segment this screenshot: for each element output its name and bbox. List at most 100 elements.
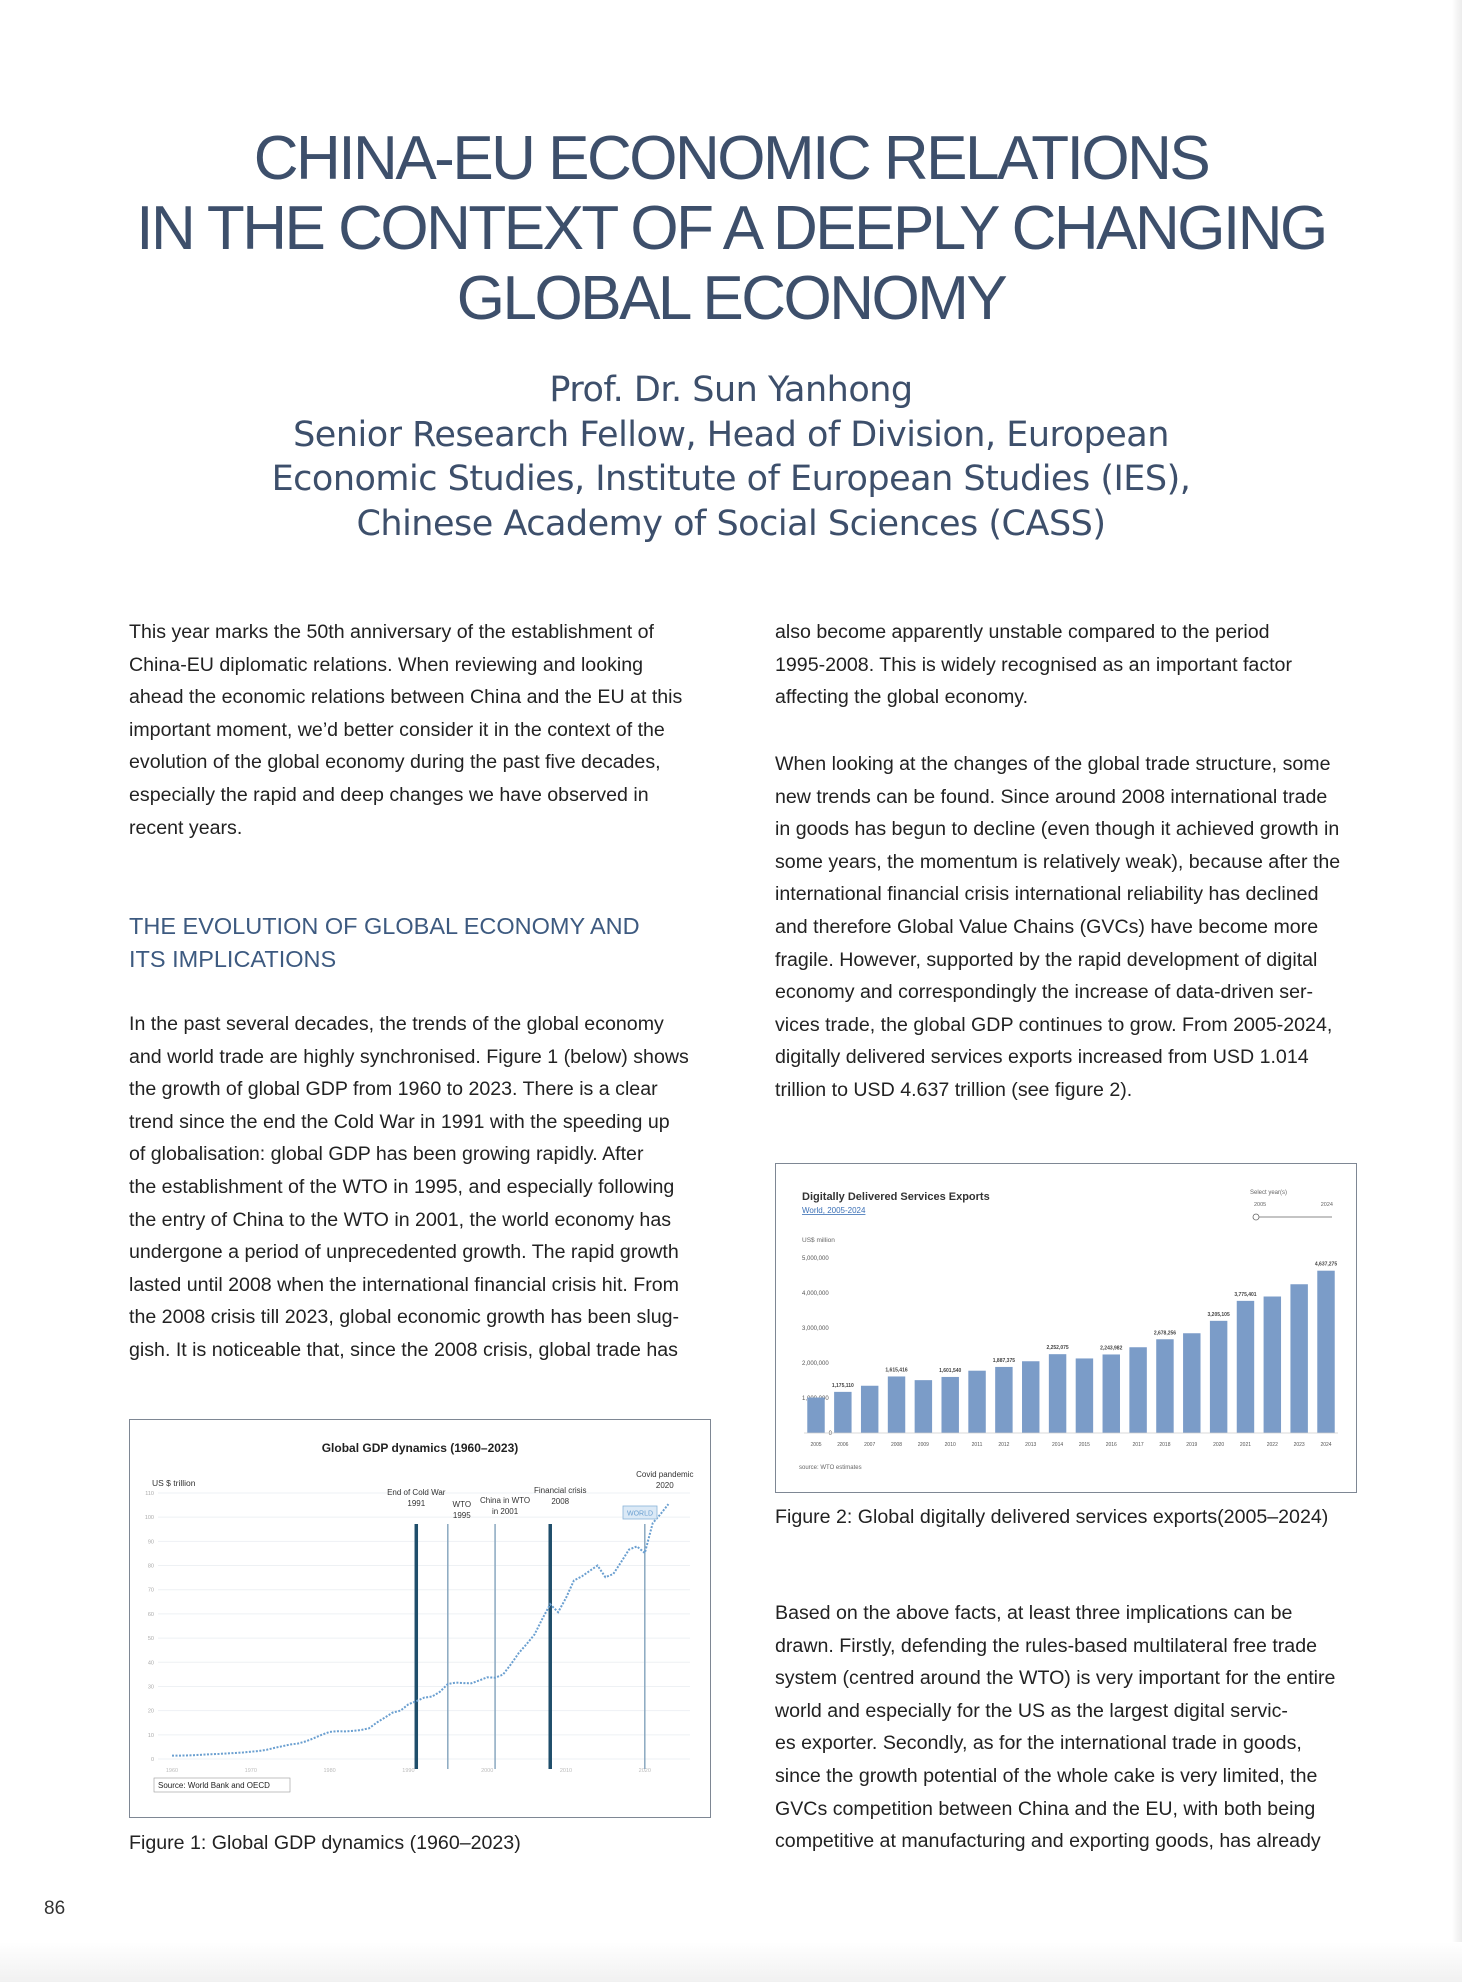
text-line: Prof. Dr. Sun Yanhong: [549, 370, 913, 410]
bar: [1209, 1320, 1228, 1433]
value-label: 1,615,416: [885, 1367, 907, 1373]
annotation: End of Cold War: [387, 1488, 446, 1497]
y-tick-label: 50: [148, 1636, 154, 1642]
bar: [834, 1391, 852, 1433]
bar: [914, 1380, 933, 1433]
source-box: [153, 1777, 291, 1793]
y-tick-label: 80: [148, 1564, 154, 1570]
paragraph: also become apparently unstable compared…: [775, 616, 1292, 714]
figure-caption: Figure 1: Global GDP dynamics (1960–2023…: [129, 1832, 521, 1854]
data-line: [172, 1503, 670, 1757]
bar: [1156, 1339, 1174, 1433]
bar: [995, 1366, 1013, 1433]
selector-to: 2024: [1321, 1202, 1333, 1208]
bar: [1317, 1270, 1335, 1433]
chart-subtitle: World, 2005-2024: [802, 1206, 866, 1215]
text-line: and therefore Global Value Chains (GVCs)…: [775, 915, 1319, 938]
value-label: 2,243,982: [1100, 1345, 1122, 1351]
bar: [1102, 1354, 1120, 1433]
x-tick-label: 2023: [1294, 1442, 1305, 1448]
legend-box: [622, 1505, 658, 1520]
x-tick-label: 2010: [560, 1768, 572, 1774]
text-line: and world trade are highly synchronised.…: [129, 1045, 689, 1068]
text-line: the establishment of the WTO in 1995, an…: [129, 1175, 675, 1198]
value-label: 1,601,540: [939, 1368, 961, 1374]
text-line: evolution of the global economy during t…: [129, 751, 661, 774]
text-line: Based on the above facts, at least three…: [775, 1602, 1293, 1624]
annotation: 2020: [656, 1481, 674, 1490]
x-tick-label: 2012: [998, 1442, 1009, 1448]
source: source: WTO estimates: [799, 1465, 862, 1471]
annotation: WTO: [453, 1500, 472, 1509]
bar: [807, 1397, 825, 1433]
text-line: system (centred around the WTO) is very …: [775, 1667, 1336, 1690]
bar: [1048, 1354, 1067, 1433]
x-tick-label: 2015: [1079, 1442, 1090, 1448]
text-line: especially the rapid and deep changes we…: [129, 783, 649, 806]
x-tick-label: 1980: [323, 1768, 335, 1774]
text-line: competitive at manufacturing and exporti…: [775, 1830, 1321, 1853]
text-line: also become apparently unstable compared…: [775, 621, 1270, 643]
chart-title: Digitally Delivered Services Exports: [802, 1191, 990, 1203]
text-line: GLOBAL ECONOMY: [456, 264, 1008, 333]
text-line: since the growth potential of the whole …: [775, 1764, 1318, 1787]
x-tick-label: 2008: [891, 1442, 902, 1448]
legend-label: WORLD: [627, 1511, 653, 1518]
x-tick-label: 2020: [639, 1768, 651, 1774]
text-line: new trends can be found. Since around 20…: [775, 785, 1328, 808]
y-tick-label: 110: [145, 1491, 154, 1497]
bar: [1263, 1296, 1282, 1433]
y-tick-label: 10: [148, 1733, 154, 1739]
text-line: IN THE CONTEXT OF A DEEPLY CHANGING: [136, 194, 1328, 263]
y-tick-label: 30: [148, 1684, 154, 1690]
text-line: Chinese Academy of Social Sciences (CASS…: [356, 503, 1106, 544]
bar: [1022, 1361, 1040, 1433]
source: Source: World Bank and OECD: [158, 1781, 270, 1790]
bar: [860, 1385, 879, 1433]
value-label: 1,175,110: [832, 1383, 854, 1389]
x-tick-label: 2011: [972, 1442, 983, 1448]
section-heading: THE EVOLUTION OF GLOBAL ECONOMY AND ITS I…: [129, 910, 640, 975]
title: CHINA-EU ECONOMIC RELATIONS IN THE CONTEX…: [0, 124, 1462, 334]
text-line: international financial crisis internati…: [775, 883, 1319, 906]
bar: [1290, 1284, 1308, 1433]
text-line: the 2008 crisis till 2023, global econom…: [129, 1306, 680, 1329]
x-tick-label: 2014: [1052, 1442, 1063, 1448]
value-label: 3,205,105: [1208, 1312, 1230, 1318]
value-label: 2,252,075: [1046, 1345, 1068, 1351]
x-tick-label: 2021: [1240, 1442, 1251, 1448]
text-line: of globalisation: global GDP has been gr…: [129, 1143, 644, 1166]
y-tick-label: 90: [148, 1539, 154, 1545]
text-line: digitally delivered services exports inc…: [775, 1046, 1309, 1069]
text-line: economy and correspondingly the increase…: [775, 981, 1314, 1004]
value-label: 1,887,375: [993, 1358, 1015, 1364]
y-tick-label: 100: [145, 1515, 154, 1521]
y-tick-label: 40: [148, 1660, 154, 1666]
x-tick-label: 2017: [1133, 1442, 1144, 1448]
value-label: 3,775,401: [1234, 1292, 1256, 1298]
text-line: ITS IMPLICATIONS: [129, 945, 337, 972]
annotation: in 2001: [492, 1507, 519, 1516]
text-line: some years, the momentum is relatively w…: [775, 850, 1341, 873]
text-line: drawn. Firstly, defending the rules-base…: [775, 1634, 1317, 1657]
text-line: world and especially for the US as the l…: [775, 1699, 1288, 1722]
text-line: affecting the global economy.: [775, 686, 1029, 709]
value-label: 2,678,256: [1154, 1330, 1176, 1336]
x-tick-label: 2022: [1267, 1442, 1278, 1448]
text-line: THE EVOLUTION OF GLOBAL ECONOMY AND: [129, 913, 640, 939]
bar: [1236, 1300, 1255, 1433]
text-line: Economic Studies, Institute of European …: [271, 459, 1191, 499]
y-tick-label: 60: [148, 1612, 154, 1618]
y-tick-label: 4,000,000: [802, 1291, 829, 1297]
text-line: This year marks the 50th anniversary of …: [129, 621, 654, 643]
x-tick-label: 2013: [1025, 1442, 1036, 1448]
text-line: Senior Research Fellow, Head of Division…: [293, 414, 1169, 455]
x-tick-label: 2016: [1106, 1442, 1117, 1448]
text-line: vices trade, the global GDP continues to…: [775, 1013, 1333, 1036]
text-line: recent years.: [129, 816, 243, 839]
x-tick-label: 2019: [1186, 1442, 1197, 1448]
text-line: trend since the end the Cold War in 1991…: [129, 1110, 670, 1133]
text-line: in goods has begun to decline (even thou…: [775, 818, 1340, 841]
axis-label: US $ trillion: [152, 1478, 196, 1488]
bar: [1075, 1358, 1094, 1433]
